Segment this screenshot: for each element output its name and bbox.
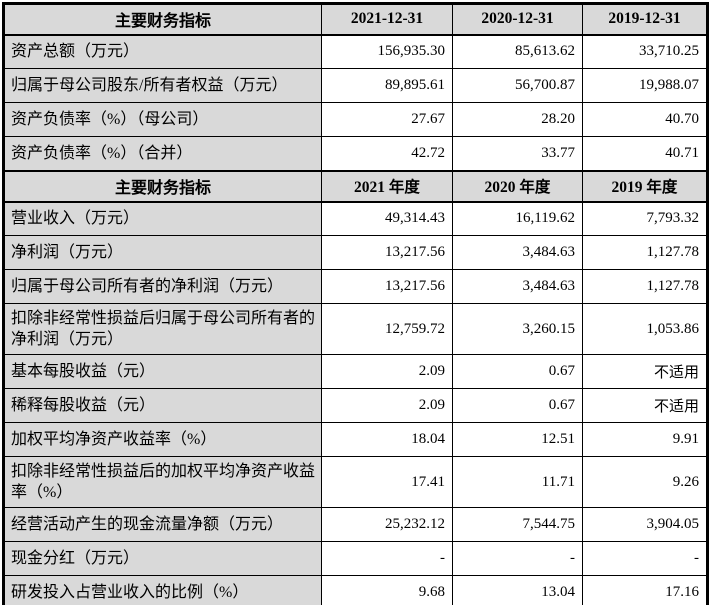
value-cell: 3,484.63 <box>452 269 583 304</box>
value-cell: 3,260.15 <box>452 303 583 355</box>
value-cell: 1,127.78 <box>582 269 708 304</box>
table-row: 资产负债率（%）（合并） 42.72 33.77 40.71 <box>3 136 708 171</box>
row-label-cell: 加权平均净资产收益率（%） <box>3 422 322 457</box>
table-row: 归属于母公司所有者的净利润（万元） 13,217.56 3,484.63 1,127.… <box>3 269 708 304</box>
value-cell: 2.09 <box>321 354 453 389</box>
row-label-cell: 经营活动产生的现金流量净额（万元） <box>3 507 322 542</box>
period-header-cell: 2019-12-31 <box>582 2 708 36</box>
table-row: 扣除非经常性损益后归属于母公司所有者的净利润（万元） 12,759.72 3,260… <box>3 303 708 355</box>
value-cell: 9.91 <box>582 422 708 457</box>
table-row: 稀释每股收益（元） 2.09 0.67 不适用 <box>3 388 708 423</box>
value-cell: 25,232.12 <box>321 507 453 542</box>
table-row: 扣除非经常性损益后的加权平均净资产收益率（%） 17.41 11.71 9.26 <box>3 456 708 508</box>
row-label-cell: 归属于母公司股东/所有者权益（万元） <box>3 68 322 103</box>
value-cell: 13.04 <box>452 575 583 605</box>
value-cell: 0.67 <box>452 388 583 423</box>
value-cell: 7,544.75 <box>452 507 583 542</box>
value-cell: 42.72 <box>321 136 453 171</box>
value-cell: 16,119.62 <box>452 201 583 236</box>
value-cell: 17.41 <box>321 456 453 508</box>
row-label-cell: 扣除非经常性损益后的加权平均净资产收益率（%） <box>3 456 322 508</box>
row-label-cell: 资产负债率（%）（母公司） <box>3 102 322 137</box>
table-row: 营业收入（万元） 49,314.43 16,119.62 7,793.32 <box>3 201 708 236</box>
indicator-header-cell: 主要财务指标 <box>3 169 322 203</box>
row-label-cell: 营业收入（万元） <box>3 201 322 236</box>
value-cell: 9.68 <box>321 575 453 605</box>
value-cell: 0.67 <box>452 354 583 389</box>
value-cell: 2.09 <box>321 388 453 423</box>
period-header-cell: 2020 年度 <box>452 169 583 203</box>
table-row: 经营活动产生的现金流量净额（万元） 25,232.12 7,544.75 3,904.… <box>3 507 708 542</box>
value-cell: 19,988.07 <box>582 68 708 103</box>
value-cell: 11.71 <box>452 456 583 508</box>
value-cell: 1,053.86 <box>582 303 708 355</box>
table-row: 归属于母公司股东/所有者权益（万元） 89,895.61 56,700.87 19,9… <box>3 68 708 103</box>
table-body: 主要财务指标 2021-12-31 2020-12-31 2019-12-31 资产总额… <box>3 2 708 605</box>
row-label-cell: 资产负债率（%）（合并） <box>3 136 322 171</box>
value-cell: 13,217.56 <box>321 235 453 270</box>
value-cell: 7,793.32 <box>582 201 708 236</box>
value-cell: 40.70 <box>582 102 708 137</box>
value-cell: 12,759.72 <box>321 303 453 355</box>
value-cell: - <box>321 541 453 576</box>
value-cell: 40.71 <box>582 136 708 171</box>
row-label-cell: 稀释每股收益（元） <box>3 388 322 423</box>
period-header-cell: 2019 年度 <box>582 169 708 203</box>
row-label-cell: 资产总额（万元） <box>3 34 322 69</box>
row-label-cell: 现金分红（万元） <box>3 541 322 576</box>
value-cell: 9.26 <box>582 456 708 508</box>
table-row: 净利润（万元） 13,217.56 3,484.63 1,127.78 <box>3 235 708 270</box>
period-header-cell: 2020-12-31 <box>452 2 583 36</box>
value-cell: 1,127.78 <box>582 235 708 270</box>
value-cell: 不适用 <box>582 354 708 389</box>
value-cell: 49,314.43 <box>321 201 453 236</box>
value-cell: 56,700.87 <box>452 68 583 103</box>
period-header-cell: 2021-12-31 <box>321 2 453 36</box>
value-cell: 89,895.61 <box>321 68 453 103</box>
value-cell: 156,935.30 <box>321 34 453 69</box>
value-cell: 12.51 <box>452 422 583 457</box>
value-cell: 27.67 <box>321 102 453 137</box>
table-row: 基本每股收益（元） 2.09 0.67 不适用 <box>3 354 708 389</box>
section-header-row: 主要财务指标 2021-12-31 2020-12-31 2019-12-31 <box>3 2 708 36</box>
row-label-cell: 研发投入占营业收入的比例（%） <box>3 575 322 605</box>
value-cell: 不适用 <box>582 388 708 423</box>
row-label-cell: 扣除非经常性损益后归属于母公司所有者的净利润（万元） <box>3 303 322 355</box>
value-cell: 33,710.25 <box>582 34 708 69</box>
value-cell: 28.20 <box>452 102 583 137</box>
value-cell: - <box>582 541 708 576</box>
table-row: 研发投入占营业收入的比例（%） 9.68 13.04 17.16 <box>3 575 708 605</box>
section-header-row: 主要财务指标 2021 年度 2020 年度 2019 年度 <box>3 169 708 203</box>
period-header-cell: 2021 年度 <box>321 169 453 203</box>
value-cell: 13,217.56 <box>321 269 453 304</box>
row-label-cell: 基本每股收益（元） <box>3 354 322 389</box>
value-cell: 3,904.05 <box>582 507 708 542</box>
indicator-header-cell: 主要财务指标 <box>3 2 322 36</box>
value-cell: 17.16 <box>582 575 708 605</box>
table-row: 加权平均净资产收益率（%） 18.04 12.51 9.91 <box>3 422 708 457</box>
value-cell: 3,484.63 <box>452 235 583 270</box>
table-row: 现金分红（万元） - - - <box>3 541 708 576</box>
value-cell: - <box>452 541 583 576</box>
row-label-cell: 归属于母公司所有者的净利润（万元） <box>3 269 322 304</box>
value-cell: 33.77 <box>452 136 583 171</box>
table-row: 资产负债率（%）（母公司） 27.67 28.20 40.70 <box>3 102 708 137</box>
row-label-cell: 净利润（万元） <box>3 235 322 270</box>
value-cell: 85,613.62 <box>452 34 583 69</box>
value-cell: 18.04 <box>321 422 453 457</box>
table-row: 资产总额（万元） 156,935.30 85,613.62 33,710.25 <box>3 34 708 69</box>
